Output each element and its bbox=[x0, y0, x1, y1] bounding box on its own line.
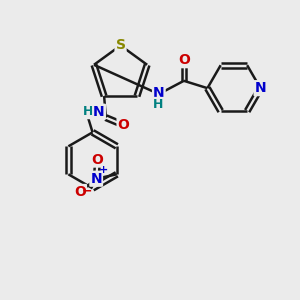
Text: N: N bbox=[93, 105, 105, 119]
Text: O: O bbox=[92, 153, 103, 166]
Text: N: N bbox=[90, 172, 102, 186]
Text: N: N bbox=[255, 81, 266, 95]
Text: −: − bbox=[82, 185, 93, 198]
Text: O: O bbox=[178, 53, 190, 67]
Text: H: H bbox=[153, 98, 164, 111]
Text: N: N bbox=[153, 85, 165, 100]
Text: +: + bbox=[99, 165, 108, 175]
Text: O: O bbox=[118, 118, 129, 132]
Text: O: O bbox=[74, 185, 86, 199]
Text: H: H bbox=[83, 105, 93, 118]
Text: S: S bbox=[116, 38, 126, 52]
